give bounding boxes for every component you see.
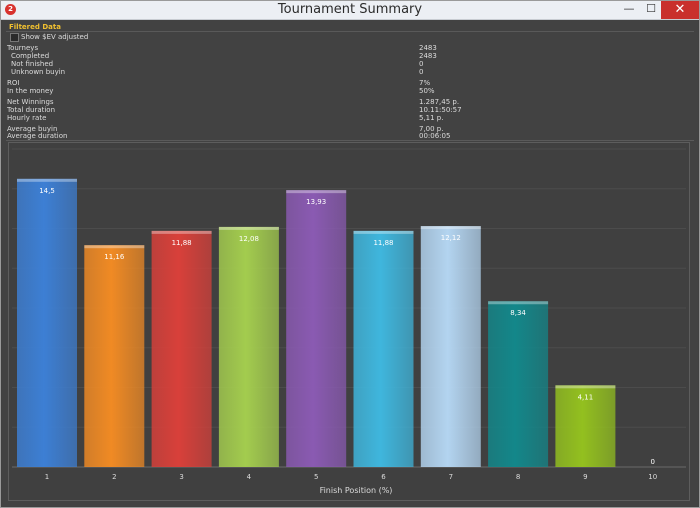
- bar-highlight-4: [218, 226, 279, 230]
- x-tick-label-3: 3: [179, 473, 183, 481]
- stat-value-average-duration: 00:06:05: [419, 132, 451, 140]
- bar-highlight-9: [555, 385, 616, 389]
- stat-value-roi: 7%: [419, 79, 431, 87]
- bar-1: [17, 178, 77, 467]
- x-tick-label-9: 9: [583, 473, 587, 481]
- stat-value-total-duration: 10.11:50:57: [419, 106, 462, 114]
- x-tick-label-10: 10: [648, 473, 657, 481]
- header-divider: [6, 31, 694, 32]
- bar-highlight-5: [286, 190, 347, 194]
- stat-label-average-duration: Average duration: [7, 132, 68, 140]
- maximize-button[interactable]: ☐: [646, 2, 656, 15]
- app-icon: 2: [5, 4, 16, 15]
- bar-highlight-6: [353, 230, 414, 234]
- data-label-8: 8,34: [510, 309, 526, 317]
- stat-value-in-the-money: 50%: [419, 87, 435, 95]
- stat-value-unknown-buyin: 0: [419, 68, 424, 76]
- stat-label-in-the-money: In the money: [7, 87, 54, 95]
- stat-label-average-buyin: Average buyin: [7, 125, 58, 133]
- stat-label-tourneys: Tourneys: [7, 44, 39, 52]
- stat-label-total-duration: Total duration: [7, 106, 56, 114]
- stat-label-completed: Completed: [11, 52, 50, 60]
- stat-label-hourly-rate: Hourly rate: [7, 114, 47, 122]
- close-button[interactable]: ✕: [661, 1, 699, 19]
- bar-highlight-1: [17, 178, 77, 182]
- show-sev-checkbox[interactable]: [10, 33, 19, 42]
- x-tick-label-1: 1: [45, 473, 49, 481]
- x-tick-label-8: 8: [516, 473, 520, 481]
- bar-highlight-7: [420, 226, 481, 230]
- stats-divider: [6, 140, 694, 141]
- stat-value-hourly-rate: 5,11 p.: [419, 114, 444, 122]
- stat-value-not-finished: 0: [419, 60, 424, 68]
- show-sev-label[interactable]: Show $EV adjusted: [21, 33, 89, 41]
- data-label-9: 4,11: [578, 393, 594, 401]
- bar-9: [555, 385, 616, 467]
- bar-2: [84, 245, 145, 467]
- bar-8: [488, 301, 549, 467]
- bar-4: [218, 226, 279, 467]
- data-label-10: 0: [650, 458, 654, 466]
- filtered-data-header: Filtered Data: [9, 23, 61, 31]
- data-label-2: 11,16: [104, 253, 125, 261]
- x-axis-title: Finish Position (%): [320, 486, 393, 495]
- finish-position-chart: 14,5 1 11,16 2 11,88 3 12,08 4 13,93 5 11,88 6 12,12…: [8, 142, 690, 501]
- stat-label-unknown-buyin: Unknown buyin: [11, 68, 66, 76]
- data-label-1: 14,5: [39, 187, 55, 195]
- window-title: Tournament Summary: [277, 2, 423, 17]
- title-bar[interactable]: 2 Tournament Summary — ☐ ✕: [1, 1, 699, 20]
- stat-value-net-winnings: 1.287,45 p.: [419, 98, 460, 106]
- x-tick-label-2: 2: [112, 473, 116, 481]
- summary-content: Filtered Data Show $EV adjusted Tourneys…: [2, 20, 698, 506]
- bar-highlight-3: [151, 230, 212, 234]
- bar-3: [151, 230, 212, 467]
- bar-6: [353, 230, 414, 467]
- stat-label-roi: ROI: [7, 79, 20, 87]
- x-tick-label-7: 7: [449, 473, 453, 481]
- data-label-5: 13,93: [306, 198, 326, 206]
- x-tick-label-5: 5: [314, 473, 318, 481]
- stat-value-average-buyin: 7,00 p.: [419, 125, 444, 133]
- data-label-3: 11,88: [172, 239, 192, 247]
- x-tick-label-6: 6: [381, 473, 386, 481]
- chart-canvas: 14,5 1 11,16 2 11,88 3 12,08 4 13,93 5 11,88 6 12,12…: [12, 148, 686, 495]
- bar-highlight-2: [84, 245, 145, 249]
- bar-highlight-8: [488, 301, 549, 305]
- bar-7: [420, 226, 481, 467]
- data-label-6: 11,88: [373, 239, 393, 247]
- data-label-7: 12,12: [441, 234, 461, 242]
- stat-label-not-finished: Not finished: [11, 60, 54, 68]
- stat-value-completed: 2483: [419, 52, 437, 60]
- stat-label-net-winnings: Net Winnings: [7, 98, 54, 106]
- data-label-4: 12,08: [239, 235, 259, 243]
- stat-value-tourneys: 2483: [419, 44, 437, 52]
- minimize-button[interactable]: —: [623, 2, 635, 15]
- bar-5: [286, 190, 347, 468]
- x-tick-label-4: 4: [247, 473, 252, 481]
